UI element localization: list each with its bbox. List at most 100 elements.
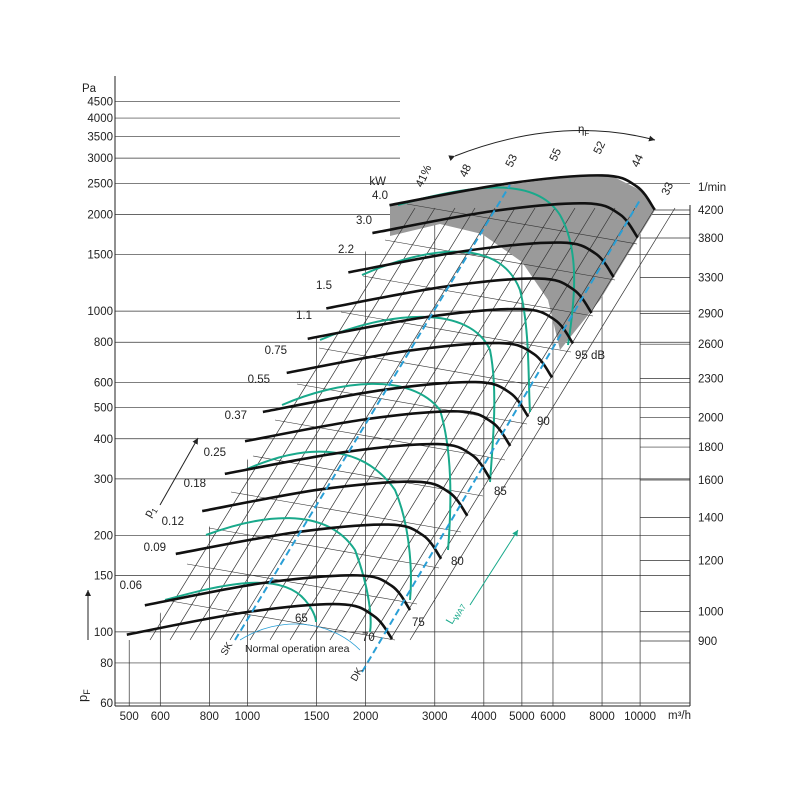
power-label: 1.5 [316,280,332,292]
x-tick-label: 8000 [589,711,615,723]
noise-label: 65 [295,613,308,625]
y2-tick-label: 3300 [698,272,724,284]
x-tick-label: 500 [120,711,139,723]
x-tick-label: 800 [200,711,219,723]
fan-curve [348,241,615,278]
sk-line [234,184,511,641]
noise-curve [361,250,531,413]
y-tick-label: 4500 [87,97,113,109]
dk-line [361,199,641,673]
y2-label: 1/min [698,182,726,194]
fan-curve [126,602,394,640]
system-line [149,207,416,641]
noise-arrow [469,529,519,606]
power-label: 0.75 [265,345,287,357]
efficiency-label: 55 [548,147,564,164]
y2-tick-label: 1600 [698,475,724,487]
power-label: 0.37 [225,410,247,422]
y-tick-label: 100 [94,627,113,639]
y-tick-label: 1000 [87,306,113,318]
fan-curves [126,174,656,640]
cross-line [208,527,440,569]
power-unit: kW [369,176,386,188]
efficiency-label: 48 [458,163,474,180]
y-label: Pa [82,83,97,95]
x-tick-label: 10000 [624,711,656,723]
noise-label: 75 [412,617,425,629]
noise-label: 90 [537,416,550,428]
efficiency-label: 41% [414,163,435,189]
noise-lines [164,186,576,633]
pressure-symbol-sub: 1 [150,506,160,515]
cross-line [164,599,396,641]
operating-lines [234,184,641,673]
sk-label: SK [219,640,235,657]
x-tick-label: 1500 [304,711,330,723]
system-line [189,207,456,641]
y-tick-label: 400 [94,434,113,446]
noise-curve [319,315,496,483]
fan-curve [286,341,554,379]
fan-curve [372,201,639,239]
x-tick-label: 6000 [540,711,566,723]
x-tick-label: 600 [151,711,170,723]
noise-curve [244,450,412,601]
labels: Pa pF 1/min m³/h kW ηF p1 LWA7 Normal op… [75,83,726,722]
system-line [369,207,636,641]
fan-curve [144,574,412,611]
y2-tick-label: 1000 [698,606,724,618]
power-label: 0.12 [162,516,184,528]
y-symbol-sub: F [82,689,92,695]
y2-tick-label: 2600 [698,339,724,351]
efficiency-label: 44 [630,152,647,169]
system-line [229,207,496,641]
power-label: 0.18 [184,478,206,490]
x-tick-label: 5000 [509,711,535,723]
y2-tick-label: 1200 [698,555,724,567]
noise-curve [281,382,452,551]
power-label: 0.55 [248,374,270,386]
system-line [249,207,516,641]
system-line [309,207,576,641]
efficiency-symbol-sub: F [584,129,589,138]
system-line [409,207,676,641]
y-symbol: pF [75,689,92,702]
y-tick-label: 2000 [87,210,113,222]
fan-curve [224,442,492,480]
noise-label: 80 [451,556,464,568]
power-label: 0.09 [144,542,166,554]
system-line [349,207,616,641]
fan-curve [326,277,593,314]
power-label: 4.0 [372,190,388,202]
noise-curve [164,581,317,623]
x-tick-label: 3000 [422,711,448,723]
y-tick-label: 150 [94,570,113,582]
fan-curve [307,307,575,345]
noise-label: 95 dB [575,350,605,362]
cross-line [384,239,616,281]
normal-area-label: Normal operation area [245,643,350,655]
x-tick-label: 1000 [235,711,261,723]
noise-region [390,175,655,350]
efficiency-label: 53 [504,153,520,170]
y2-tick-label: 4200 [698,205,724,217]
efficiency-symbol: ηF [578,124,589,138]
power-label: 1.1 [296,310,312,322]
y-tick-label: 80 [100,658,113,670]
fan-curve [389,174,656,211]
y2-tick-label: 1800 [698,442,724,454]
efficiency-symbol-main: η [578,124,584,136]
normal-area-arc [239,623,361,651]
y-tick-label: 60 [100,698,113,710]
cross-line [362,275,594,317]
power-label: 0.06 [120,580,142,592]
pressure-arrow [159,437,199,506]
system-line [169,207,436,641]
cross-line [296,383,528,425]
y-tick-label: 4000 [87,113,113,125]
y-tick-label: 2500 [87,179,113,191]
y2-tick-label: 2000 [698,413,724,425]
y-tick-label: 200 [94,530,113,542]
cross-line [340,311,572,353]
